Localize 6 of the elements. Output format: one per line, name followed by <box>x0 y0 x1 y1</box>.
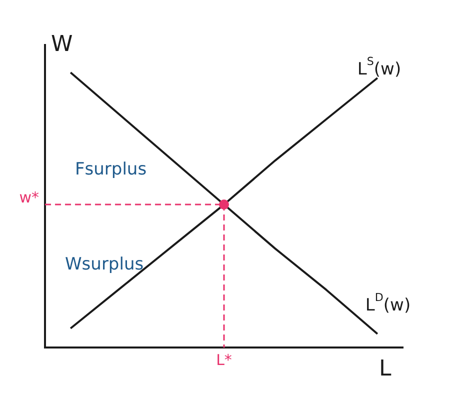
text: L* <box>216 350 232 369</box>
ref-line-label: w* <box>19 188 40 206</box>
annotation: Fsurplus <box>75 159 147 180</box>
y-axis-title: W <box>51 32 73 57</box>
annotation: Wsurplus <box>65 254 144 274</box>
x-axis-title: L <box>379 356 392 382</box>
